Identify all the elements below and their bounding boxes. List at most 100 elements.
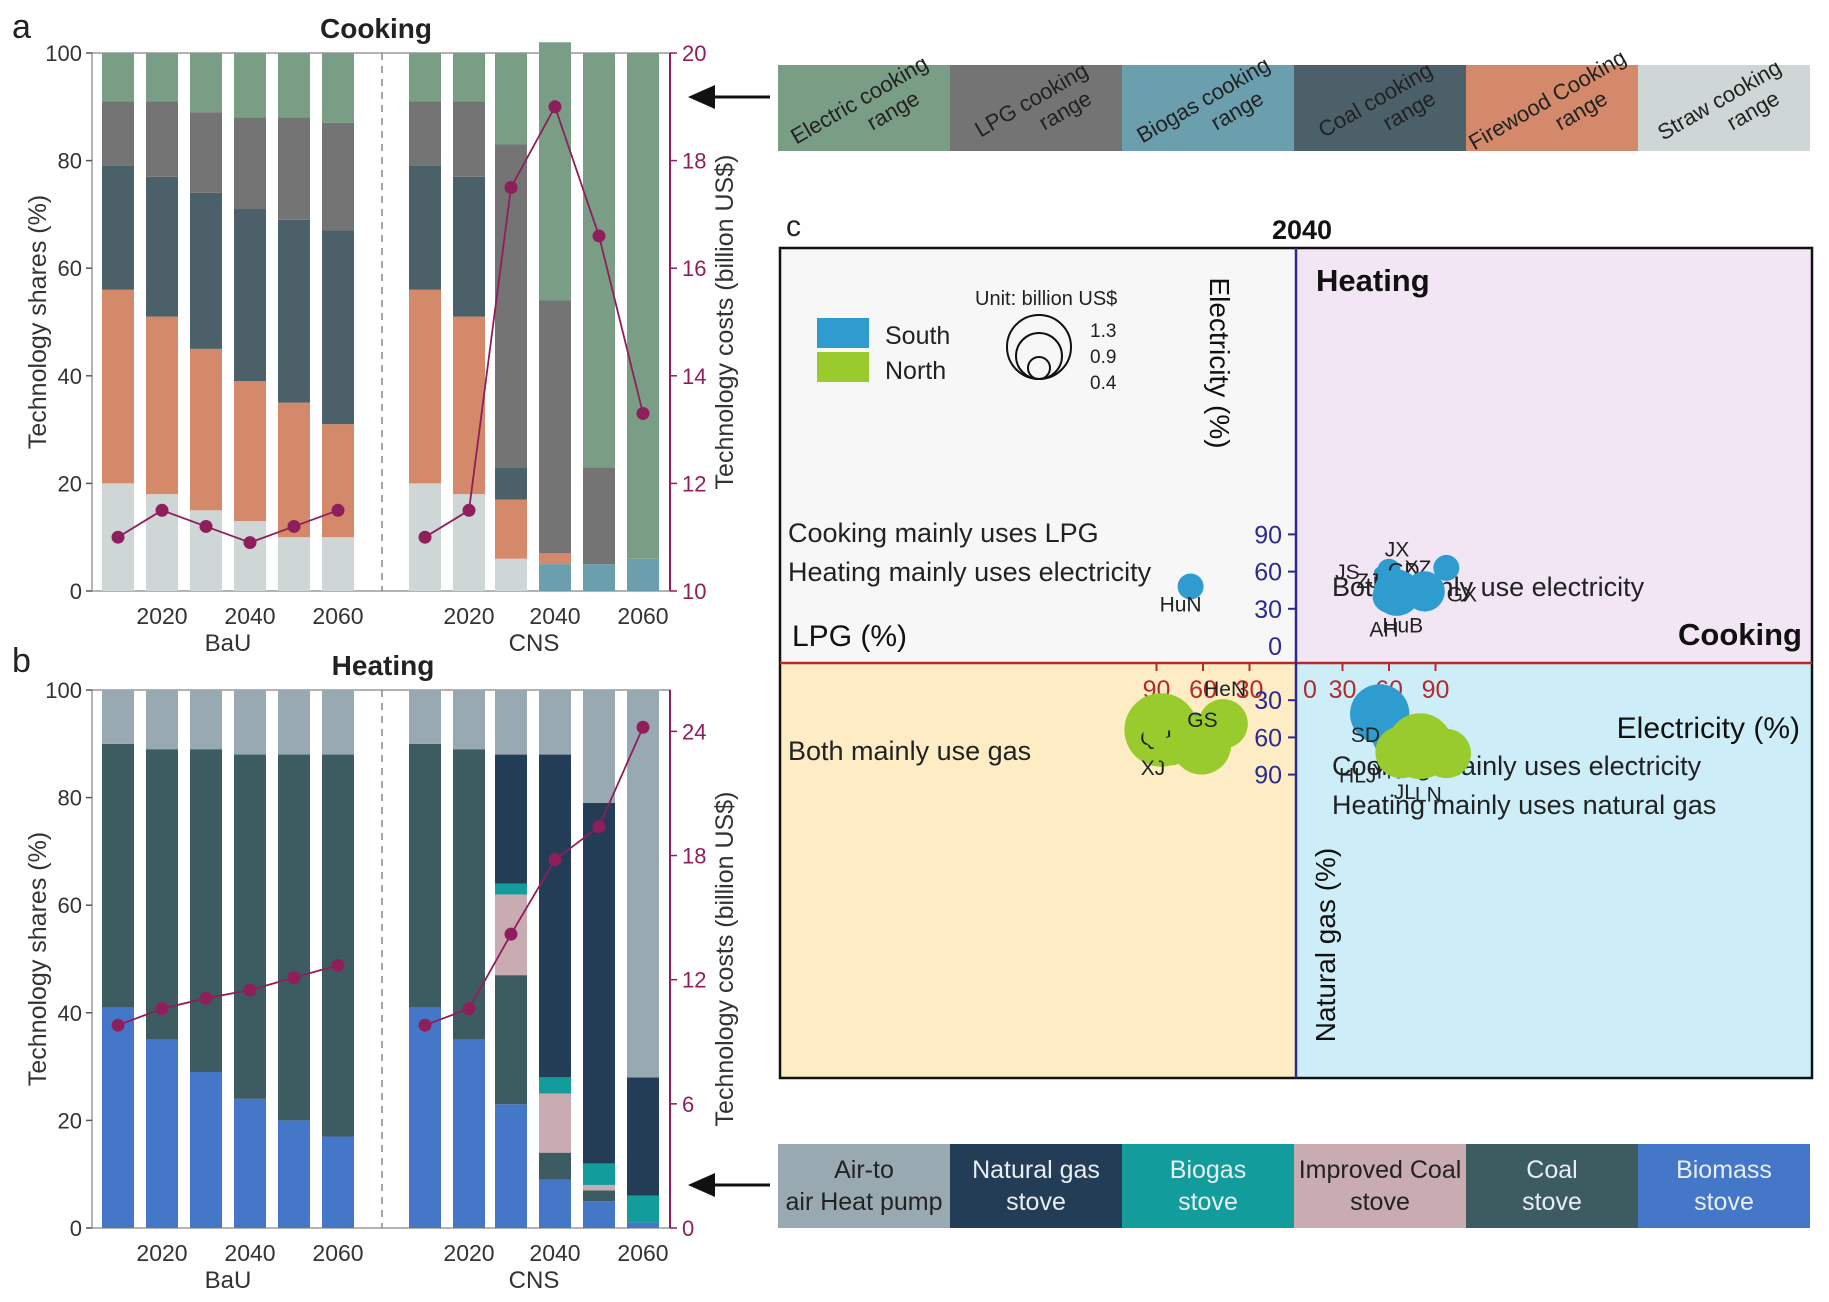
legend-arrow-heating bbox=[688, 1173, 770, 1197]
bar-segment-BaU-electric bbox=[278, 53, 310, 118]
bar-segment-BaU-firewood bbox=[278, 402, 310, 538]
legend-swatch-straw bbox=[1638, 65, 1810, 151]
x-tick-label: 0 bbox=[1303, 676, 1317, 704]
legend-swatch-coal bbox=[1466, 1144, 1638, 1228]
y-tick-label: 60 bbox=[1254, 724, 1282, 752]
bar-segment-BaU-straw bbox=[278, 537, 310, 591]
quadrant-text: Cooking mainly uses LPG bbox=[788, 518, 1099, 548]
cost-point-CNS bbox=[462, 503, 476, 517]
size-legend-value: 0.9 bbox=[1090, 347, 1116, 368]
scatter-point-label: HuB bbox=[1382, 615, 1423, 638]
bar-segment-CNS-electric bbox=[627, 53, 659, 559]
bar-segment-CNS-biogas_mid bbox=[539, 1077, 571, 1094]
bar-segment-BaU-electric bbox=[234, 53, 266, 118]
legend-label-improved_coal: Improved Coal stove bbox=[1299, 1156, 1462, 1216]
legend-swatch-coal bbox=[1294, 65, 1466, 151]
x-left-axis-title: LPG (%) bbox=[792, 620, 907, 653]
y-tick-label: 90 bbox=[1254, 762, 1282, 790]
legend-swatch-electric bbox=[778, 65, 950, 151]
y-tick-label: 20 bbox=[58, 1108, 82, 1133]
legend-label-south: South bbox=[885, 322, 950, 350]
y-up-axis-title: Electricity (%) bbox=[1204, 277, 1235, 448]
y-axis-title: Technology shares (%) bbox=[24, 195, 52, 449]
y-tick-label: 90 bbox=[1254, 521, 1282, 549]
legend-label-biogas: Biogas stove bbox=[1170, 1156, 1246, 1216]
bar-segment-CNS-lpg bbox=[583, 467, 615, 565]
cost-point-BaU bbox=[199, 519, 213, 533]
bar-segment-BaU-biomass bbox=[234, 1098, 266, 1228]
bar-segment-CNS-straw bbox=[495, 558, 527, 591]
bar-segment-BaU-coal bbox=[278, 219, 310, 403]
bar-segment-CNS-firewood bbox=[539, 553, 571, 565]
bar-segment-BaU-coal bbox=[234, 754, 266, 1099]
scatter-point bbox=[1143, 723, 1167, 747]
x-tick-label: 2040 bbox=[529, 1240, 580, 1266]
legend-label-coal: Coal stove bbox=[1522, 1156, 1582, 1216]
x-tick-label: 2040 bbox=[224, 603, 275, 629]
bar-segment-CNS-natural_gas bbox=[539, 754, 571, 1078]
bar-segment-CNS-electric bbox=[453, 53, 485, 102]
bar-segment-CNS-coal bbox=[409, 165, 441, 290]
scatter-point bbox=[1404, 571, 1445, 612]
cost-point-BaU bbox=[331, 958, 345, 972]
scatter-point bbox=[1381, 736, 1419, 774]
legend-swatch-south bbox=[817, 318, 869, 348]
cost-point-BaU bbox=[111, 530, 125, 544]
legend-label-biomass: Biomass stove bbox=[1676, 1156, 1772, 1216]
bar-segment-CNS-coal bbox=[495, 975, 527, 1105]
bar-segment-CNS-coal bbox=[453, 176, 485, 317]
cost-point-CNS bbox=[592, 820, 606, 834]
bar-segment-CNS-improved_coal bbox=[583, 1184, 615, 1191]
scatter-point bbox=[1177, 573, 1204, 600]
quadrant-text: Heating mainly uses electricity bbox=[788, 557, 1152, 587]
bar-segment-BaU-lpg bbox=[102, 101, 134, 166]
legend-swatch-biomass bbox=[1638, 1144, 1810, 1228]
y-tick-label: 0 bbox=[70, 579, 82, 604]
bar-segment-CNS-lpg bbox=[409, 101, 441, 166]
panel-label-b: b bbox=[12, 642, 31, 680]
y-down-axis-title: Natural gas (%) bbox=[1310, 848, 1341, 1043]
cost-line-CNS bbox=[424, 104, 644, 538]
bar-segment-CNS-heat_pump bbox=[627, 690, 659, 1078]
legend-swatch-north bbox=[817, 352, 869, 382]
bar-segment-BaU-coal bbox=[190, 749, 222, 1072]
cost-point-CNS bbox=[636, 406, 650, 420]
y-tick-label: 0 bbox=[1268, 633, 1282, 661]
legend-label-natural_gas: Natural gas stove bbox=[972, 1156, 1100, 1216]
bar-segment-BaU-electric bbox=[190, 53, 222, 113]
x-tick-label: 2020 bbox=[443, 1240, 494, 1266]
y2-tick-label: 20 bbox=[682, 41, 706, 66]
bar-segment-CNS-coal bbox=[583, 1190, 615, 1202]
scatter-point-label: ZJ bbox=[1356, 570, 1379, 593]
bar-segment-BaU-lpg bbox=[234, 117, 266, 210]
bar-segment-BaU-heat_pump bbox=[190, 690, 222, 750]
bar-segment-BaU-lpg bbox=[146, 101, 178, 177]
bar-segment-CNS-biomass bbox=[453, 1039, 485, 1228]
bar-segment-BaU-heat_pump bbox=[278, 690, 310, 755]
cost-point-CNS bbox=[418, 530, 432, 544]
scatter-point bbox=[1157, 736, 1187, 766]
scatter-point-label: LN bbox=[1415, 784, 1442, 807]
scatter-point-label: JX bbox=[1385, 538, 1410, 561]
bar-segment-CNS-heat_pump bbox=[539, 690, 571, 755]
x-tick-label: 2060 bbox=[617, 603, 668, 629]
bar-segment-CNS-heat_pump bbox=[583, 690, 615, 803]
x-tick-label: 2060 bbox=[312, 603, 363, 629]
bar-segment-CNS-firewood bbox=[453, 316, 485, 495]
size-legend-value: 0.4 bbox=[1090, 373, 1117, 394]
x-tick-label: 2020 bbox=[443, 603, 494, 629]
bar-segment-BaU-lpg bbox=[278, 117, 310, 220]
y2-tick-label: 12 bbox=[682, 968, 706, 993]
cost-point-CNS bbox=[504, 927, 518, 941]
y2-tick-label: 14 bbox=[682, 364, 706, 389]
scatter-point-label: GS bbox=[1187, 709, 1217, 732]
legend-swatch-lpg bbox=[950, 65, 1122, 151]
bar-segment-CNS-biomass bbox=[539, 1179, 571, 1228]
bar-segment-CNS-biogas_small bbox=[539, 564, 571, 591]
group-label: CNS bbox=[509, 630, 560, 657]
bar-segment-CNS-lpg bbox=[453, 101, 485, 177]
quadrant-title: Heating bbox=[1316, 263, 1430, 298]
x-tick-label: 2060 bbox=[312, 1240, 363, 1266]
